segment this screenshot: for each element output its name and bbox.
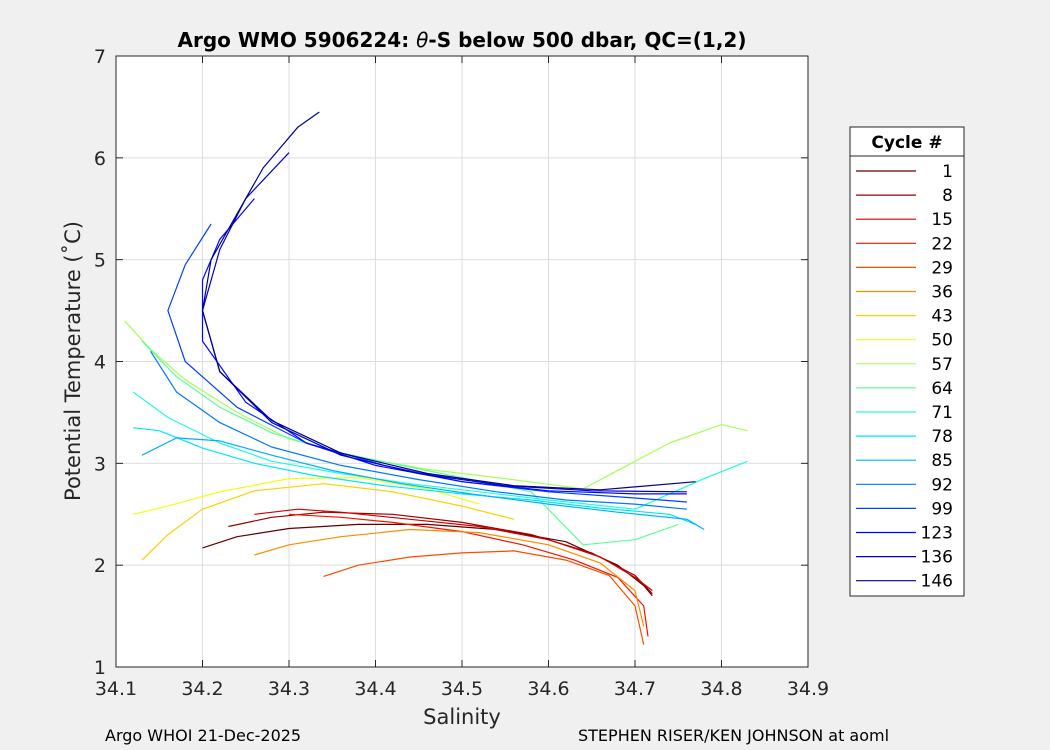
legend: Cycle # 18152229364350576471788592991231… (849, 126, 965, 597)
chart-title: Argo WMO 5906224: θ-S below 500 dbar, QC… (178, 28, 747, 52)
legend-label-92: 92 (931, 475, 953, 495)
series-line-cycle-43 (141, 483, 515, 561)
x-tick-label: 34.7 (614, 678, 656, 700)
series-line-cycle-78 (133, 427, 696, 525)
y-tick-label: 4 (94, 352, 106, 374)
legend-label-136: 136 (921, 548, 953, 568)
series-line-cycle-50 (133, 477, 480, 515)
series-line-cycle-22 (288, 513, 649, 637)
x-tick-label: 34.8 (700, 678, 742, 700)
legend-box (849, 126, 965, 597)
y-tick-label: 3 (94, 453, 106, 475)
x-tick-label: 34.1 (95, 678, 137, 700)
y-axis-ticks: 1 2 3 4 5 6 7 (94, 46, 808, 679)
series-line-cycle-85 (141, 437, 705, 531)
legend-label-43: 43 (931, 307, 953, 327)
legend-label-64: 64 (931, 379, 953, 399)
series-line-cycle-123 (201, 198, 687, 495)
x-axis-label: Salinity (423, 705, 501, 729)
legend-label-85: 85 (931, 451, 953, 471)
x-tick-label: 34.3 (268, 678, 310, 700)
y-tick-label: 5 (94, 250, 106, 272)
x-tick-label: 34.4 (354, 678, 396, 700)
legend-label-99: 99 (931, 499, 953, 519)
x-tick-label: 34.2 (181, 678, 223, 700)
x-tick-label: 34.9 (787, 678, 829, 700)
legend-label-78: 78 (931, 427, 953, 447)
series-line-cycle-92 (150, 350, 687, 510)
series-line-cycle-146 (201, 111, 696, 491)
series-line-cycle-15 (254, 508, 653, 592)
legend-label-15: 15 (931, 210, 953, 230)
footer-right: STEPHEN RISER/KEN JOHNSON at aoml (578, 726, 889, 745)
legend-label-123: 123 (921, 524, 953, 544)
y-tick-label: 1 (94, 657, 106, 679)
legend-items: 1 8 15 22 29 36 43 50 57 64 71 78 85 92 99 123 136 146 (856, 162, 953, 592)
series-line-cycle-29 (323, 550, 645, 645)
x-tick-label: 34.5 (441, 678, 483, 700)
legend-label-50: 50 (931, 331, 953, 351)
legend-label-22: 22 (931, 234, 953, 254)
series-line-cycle-8 (228, 511, 653, 595)
footer-left: Argo WHOI 21-Dec-2025 (105, 726, 301, 745)
series-line-cycle-136 (201, 152, 687, 493)
legend-label-71: 71 (931, 403, 953, 423)
y-tick-label: 6 (94, 148, 106, 170)
legend-label-8: 8 (942, 186, 953, 206)
legend-label-57: 57 (931, 355, 953, 375)
x-tick-label: 34.6 (527, 678, 569, 700)
y-tick-label: 2 (94, 555, 106, 577)
y-axis-label: Potential Temperature (˚C) (61, 221, 85, 501)
legend-title: Cycle # (871, 133, 942, 153)
legend-label-29: 29 (931, 258, 953, 278)
legend-label-146: 146 (921, 572, 953, 592)
y-tick-label: 7 (94, 46, 106, 68)
data-series (124, 111, 748, 645)
series-line-cycle-71 (132, 391, 748, 510)
legend-label-1: 1 (942, 162, 953, 182)
series-line-cycle-64 (141, 340, 679, 546)
legend-label-36: 36 (931, 283, 953, 303)
x-axis-ticks: 34.1 34.2 34.3 34.4 34.5 34.6 34.7 34.8 34.9 (95, 56, 829, 700)
series-line-cycle-36 (254, 528, 645, 627)
